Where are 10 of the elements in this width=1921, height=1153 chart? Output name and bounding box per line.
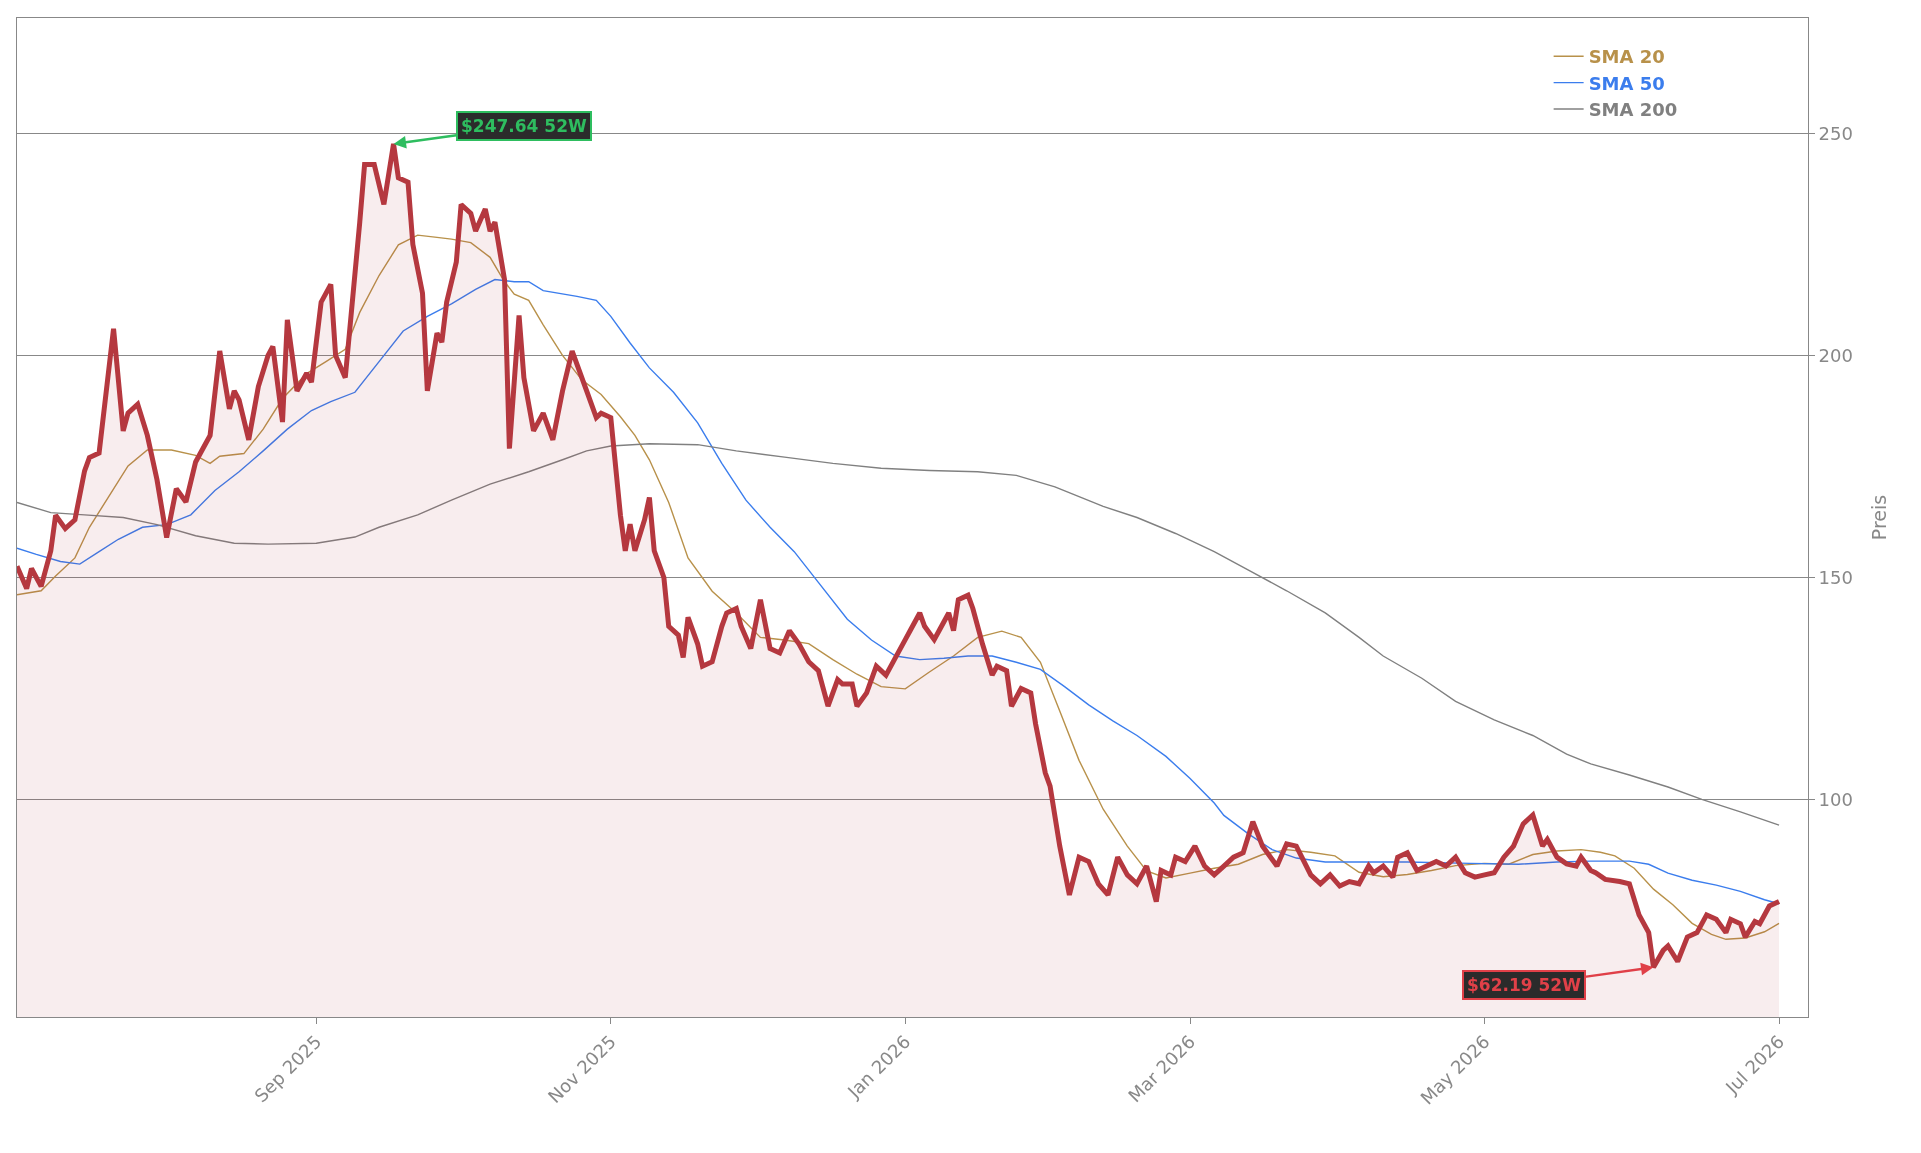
y-tick-label: 250 bbox=[1818, 122, 1853, 144]
y-tick-label: 200 bbox=[1818, 344, 1853, 366]
annotation: $62.19 52W bbox=[1467, 975, 1582, 995]
annotation: $247.64 52W bbox=[461, 116, 588, 136]
legend-label: SMA 50 bbox=[1588, 72, 1665, 94]
y-tick-label: 100 bbox=[1818, 788, 1853, 810]
legend-label: SMA 20 bbox=[1588, 46, 1665, 68]
y-axis-title: Preis bbox=[1867, 494, 1890, 541]
y-tick-label: 150 bbox=[1818, 566, 1853, 588]
legend-label: SMA 200 bbox=[1588, 99, 1678, 120]
